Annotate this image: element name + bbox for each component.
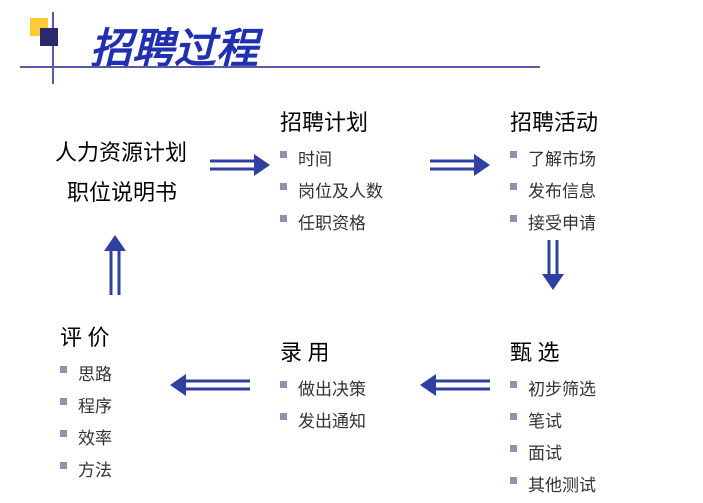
arrow-evaluate-to-hrplan	[100, 235, 130, 295]
arrow-activity-to-select	[538, 240, 568, 290]
list-item: 面试	[510, 439, 596, 464]
node-items: 了解市场发布信息接受申请	[510, 145, 598, 234]
node-recruit-activity: 招聘活动 了解市场发布信息接受申请	[510, 105, 598, 241]
header-line-vertical	[52, 12, 54, 84]
node-evaluate: 评 价 思路程序效率方法	[60, 320, 112, 488]
node-title: 评 价	[60, 320, 112, 352]
node-items: 时间岗位及人数任职资格	[280, 145, 383, 234]
header-square-navy	[40, 28, 58, 46]
node-select: 甄 选 初步筛选笔试面试其他测试	[510, 335, 596, 503]
arrow-recruitplan-to-activity	[430, 150, 490, 180]
node-recruit-plan: 招聘计划 时间岗位及人数任职资格	[280, 105, 383, 241]
list-item: 程序	[60, 392, 112, 417]
list-item: 发出通知	[280, 407, 366, 432]
list-item: 了解市场	[510, 145, 598, 170]
node-items: 做出决策发出通知	[280, 375, 366, 432]
list-item: 效率	[60, 424, 112, 449]
node-items: 思路程序效率方法	[60, 360, 112, 481]
list-item: 方法	[60, 456, 112, 481]
arrow-select-to-hire	[420, 370, 490, 400]
header-line-horizontal	[20, 66, 540, 68]
arrow-hire-to-evaluate	[170, 370, 250, 400]
list-item: 其他测试	[510, 471, 596, 496]
node-title: 招聘活动	[510, 105, 598, 137]
list-item: 任职资格	[280, 209, 383, 234]
list-item: 时间	[280, 145, 383, 170]
node-title: 录 用	[280, 335, 366, 367]
node-title: 人力资源计划	[55, 135, 187, 167]
list-item: 发布信息	[510, 177, 598, 202]
list-item: 岗位及人数	[280, 177, 383, 202]
node-hr-plan: 人力资源计划 职位说明书	[55, 135, 187, 215]
list-item: 做出决策	[280, 375, 366, 400]
node-hire: 录 用 做出决策发出通知	[280, 335, 366, 439]
slide-header: 招聘过程	[0, 0, 703, 80]
list-item: 初步筛选	[510, 375, 596, 400]
list-item: 思路	[60, 360, 112, 385]
arrow-hrplan-to-recruitplan	[210, 150, 270, 180]
node-items: 初步筛选笔试面试其他测试	[510, 375, 596, 496]
node-title: 甄 选	[510, 335, 596, 367]
node-title: 招聘计划	[280, 105, 383, 137]
node-subtitle: 职位说明书	[67, 175, 187, 207]
list-item: 笔试	[510, 407, 596, 432]
list-item: 接受申请	[510, 209, 598, 234]
